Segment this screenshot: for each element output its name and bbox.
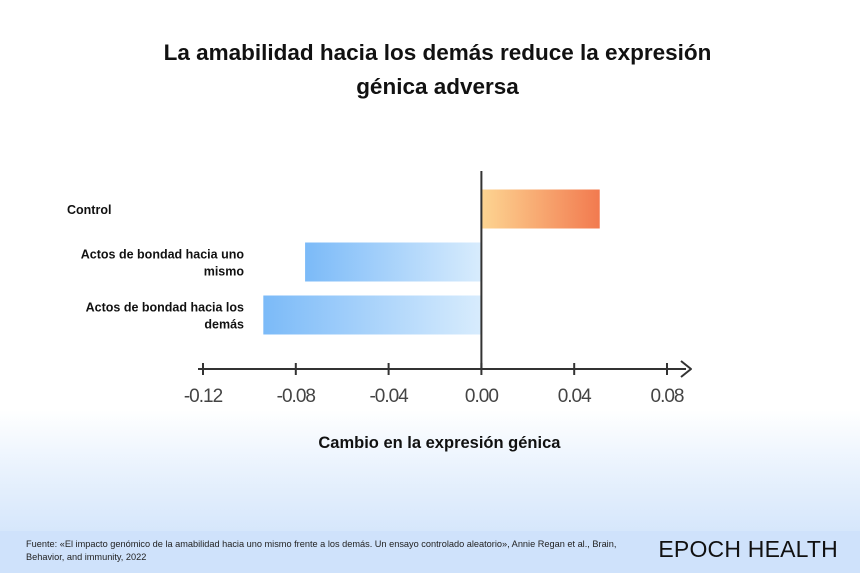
x-tick-label: 0.04 [558, 386, 592, 407]
category-label: Control [67, 203, 111, 217]
source-citation: Fuente: «El impacto genómico de la amabi… [26, 539, 617, 562]
category-label: Actos de bondad hacia uno mismo [81, 248, 245, 279]
bar-2 [305, 242, 482, 282]
category-label: Actos de bondad hacia los demás [86, 301, 244, 332]
x-tick-label: 0.08 [651, 386, 684, 407]
chart-title: La amabilidad hacia los demás reduce la … [163, 40, 712, 99]
x-axis-title: Cambio en la expresión génica [318, 434, 561, 452]
x-tick-label: 0.00 [465, 386, 498, 407]
footer-bar [0, 531, 860, 573]
bar-3 [263, 295, 482, 335]
brand-logo: EPOCH HEALTH [658, 536, 838, 562]
x-axis-arrow-icon [680, 360, 692, 378]
bar-1 [481, 189, 600, 229]
x-tick-label: -0.08 [277, 386, 316, 407]
x-tick-label: -0.04 [369, 386, 409, 407]
x-tick-label: -0.12 [184, 386, 223, 407]
bar-chart: -0.12 -0.08 -0.04 0.00 0.04 0.08 Control Actos … [67, 171, 692, 452]
